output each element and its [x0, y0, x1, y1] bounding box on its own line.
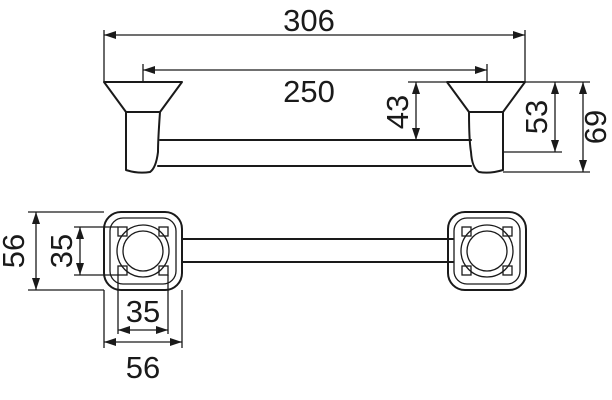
dimension-label-35-vertical: 35 — [44, 234, 79, 268]
dimension-plate-inner-width: 35 — [117, 275, 169, 334]
dimension-label-35-horizontal: 35 — [126, 294, 160, 329]
right-mount-side — [446, 81, 526, 174]
bar-top — [181, 238, 454, 263]
dimension-overall-length: 306 — [103, 3, 526, 82]
right-mount-plate — [447, 211, 527, 291]
dimension-label-69: 69 — [578, 110, 612, 144]
dimension-plate-height: 56 — [0, 211, 104, 291]
dimension-plate-width: 56 — [103, 290, 183, 385]
dimension-label-306: 306 — [283, 3, 335, 38]
dimension-plate-inner-height: 35 — [44, 226, 118, 276]
dimension-mount-height-outer: 69 — [503, 81, 612, 173]
left-mount-side — [103, 81, 183, 174]
dimension-label-250: 250 — [283, 74, 335, 109]
dimension-label-53: 53 — [519, 100, 554, 134]
dimension-center-distance: 250 — [142, 64, 488, 109]
top-view — [103, 211, 527, 291]
dimension-mount-height-inner: 53 — [503, 81, 562, 153]
dimension-label-43: 43 — [380, 95, 415, 129]
left-mount-plate — [103, 211, 183, 291]
bar-side — [157, 139, 472, 167]
dimension-label-56-vertical: 56 — [0, 234, 31, 268]
dimension-bar-height: 43 — [380, 81, 471, 141]
dimension-label-56-horizontal: 56 — [126, 350, 160, 385]
